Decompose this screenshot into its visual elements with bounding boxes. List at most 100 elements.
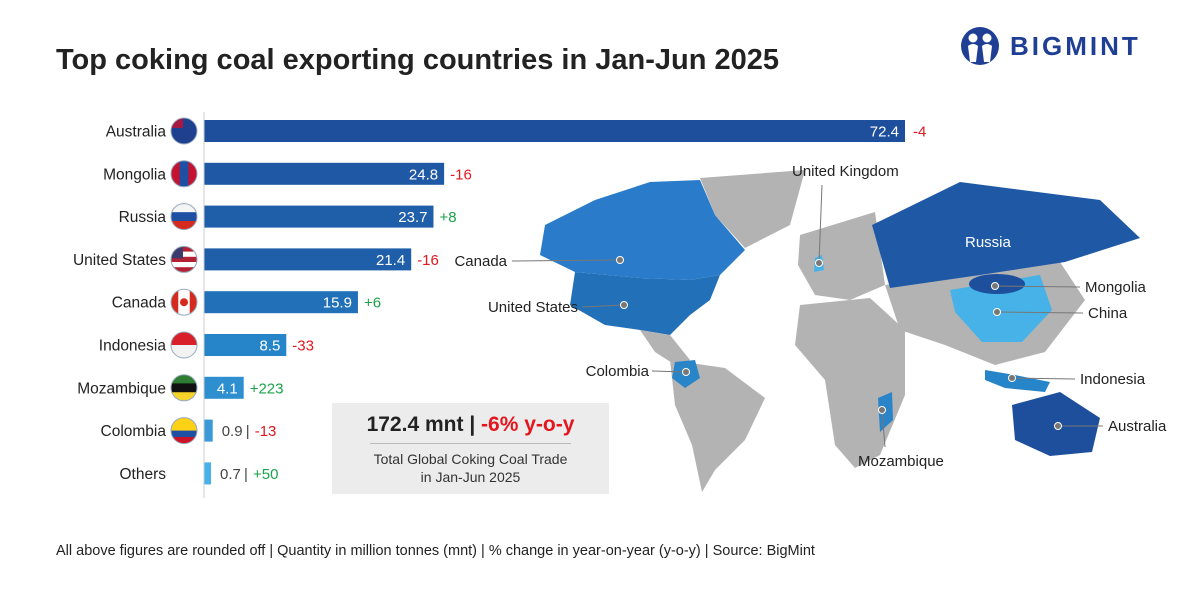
category-label: United States bbox=[73, 252, 166, 269]
change-label: -33 bbox=[292, 338, 314, 355]
flag-icon bbox=[171, 332, 197, 358]
value-label: 72.4 bbox=[870, 124, 899, 141]
category-label: Canada bbox=[112, 295, 167, 312]
map-greenland bbox=[700, 170, 805, 248]
flag-icon bbox=[171, 374, 197, 401]
bar-colombia bbox=[204, 419, 213, 442]
value-label: 21.4 bbox=[376, 252, 405, 269]
bar-others bbox=[204, 462, 211, 485]
map-label-colombia: Colombia bbox=[586, 363, 650, 380]
bar-group: Australia 72.4 -4 Mongolia 24.8 -16 Russia 23.7… bbox=[73, 117, 926, 485]
flag-icon bbox=[171, 417, 197, 444]
bigmint-logo: BIGMINT bbox=[960, 26, 1141, 66]
leader-line bbox=[651, 370, 687, 373]
bar-mongolia bbox=[204, 162, 445, 185]
summary-headline: 172.4 mnt | -6% y-o-y bbox=[332, 413, 609, 437]
flag-icon bbox=[171, 203, 197, 230]
leader-line bbox=[818, 184, 823, 264]
summary-box: 172.4 mnt | -6% y-o-y Total Global Cokin… bbox=[332, 403, 609, 494]
map-central-america bbox=[640, 330, 690, 368]
value-label: 15.9 bbox=[323, 295, 352, 312]
category-label: Mongolia bbox=[103, 166, 166, 183]
map-labels: United Kingdom Canada United States Colombi… bbox=[454, 163, 1167, 470]
footer-note: All above figures are rounded off | Quan… bbox=[56, 543, 815, 559]
location-dot bbox=[1054, 422, 1062, 430]
change-label: +223 bbox=[250, 380, 284, 397]
location-dot bbox=[993, 308, 1001, 316]
map-canada bbox=[540, 180, 745, 280]
world-map bbox=[540, 170, 1140, 492]
location-dot bbox=[1008, 374, 1016, 382]
change-label: +50 bbox=[253, 466, 278, 483]
bar-mozambique bbox=[204, 376, 244, 399]
value-label: 0.9 bbox=[222, 423, 243, 440]
map-label-russia: Russia bbox=[965, 234, 1012, 251]
bigmint-logo-icon bbox=[961, 27, 999, 65]
leader-line bbox=[581, 304, 625, 308]
map-africa bbox=[795, 298, 905, 468]
summary-line1: Total Global Coking Coal Trade bbox=[373, 451, 568, 467]
map-mozambique bbox=[878, 392, 893, 432]
category-label: Colombia bbox=[101, 423, 167, 440]
leader-line bbox=[994, 285, 1081, 288]
change-label: +6 bbox=[364, 295, 381, 312]
location-dot bbox=[620, 301, 628, 309]
page-title: Top coking coal exporting countries in J… bbox=[56, 44, 779, 76]
category-label: Russia bbox=[119, 209, 167, 226]
map-label-china: China bbox=[1088, 305, 1128, 322]
flag-icon bbox=[171, 289, 197, 316]
change-label: -16 bbox=[450, 166, 472, 183]
category-label: Australia bbox=[106, 124, 167, 141]
separator: | bbox=[244, 466, 248, 483]
value-label: 23.7 bbox=[398, 209, 427, 226]
category-label: Indonesia bbox=[99, 338, 167, 355]
location-dot bbox=[878, 406, 886, 414]
change-label: -16 bbox=[417, 252, 439, 269]
flag-icon bbox=[171, 160, 197, 187]
map-label-indonesia: Indonesia bbox=[1080, 371, 1146, 388]
map-label-mozambique: Mozambique bbox=[858, 453, 944, 470]
change-label: -4 bbox=[913, 124, 926, 141]
map-label-australia: Australia bbox=[1108, 418, 1167, 435]
change-label: +8 bbox=[439, 209, 456, 226]
logo-text: BIGMINT bbox=[1010, 30, 1141, 61]
location-dot bbox=[991, 282, 999, 290]
divider bbox=[370, 443, 571, 444]
leader-line bbox=[511, 259, 621, 262]
map-indonesia bbox=[985, 370, 1050, 392]
value-label: 4.1 bbox=[217, 380, 238, 397]
leader-line bbox=[881, 409, 886, 448]
map-europe bbox=[798, 212, 885, 300]
flag-icon bbox=[171, 118, 197, 144]
map-russia bbox=[872, 182, 1140, 288]
summary-line2: in Jan-Jun 2025 bbox=[420, 469, 521, 485]
bar-australia bbox=[204, 120, 905, 142]
value-label: 24.8 bbox=[409, 166, 438, 183]
map-label-mongolia: Mongolia bbox=[1085, 279, 1147, 296]
map-label-canada: Canada bbox=[454, 253, 507, 270]
category-label: Others bbox=[119, 466, 166, 483]
value-label: 8.5 bbox=[259, 338, 280, 355]
location-dot bbox=[815, 259, 823, 267]
summary-change: -6% y-o-y bbox=[481, 413, 575, 436]
map-label-united-states: United States bbox=[488, 299, 578, 316]
summary-separator: | bbox=[469, 413, 476, 436]
bar-russia bbox=[204, 205, 434, 228]
change-label: -13 bbox=[255, 423, 277, 440]
summary-total: 172.4 mnt bbox=[366, 413, 464, 436]
category-label: Mozambique bbox=[77, 380, 166, 397]
bar-indonesia bbox=[204, 334, 287, 356]
location-dot bbox=[682, 368, 690, 376]
location-dot bbox=[616, 256, 624, 264]
map-china bbox=[950, 275, 1052, 342]
map-label-united-kingdom: United Kingdom bbox=[792, 163, 899, 180]
leader-line bbox=[996, 311, 1084, 314]
map-south-america bbox=[670, 360, 765, 492]
bar-united-states bbox=[204, 248, 412, 271]
leader-line bbox=[1011, 377, 1076, 380]
separator: | bbox=[246, 423, 250, 440]
value-label: 0.7 bbox=[220, 466, 241, 483]
map-united-states bbox=[570, 272, 720, 335]
bar-canada bbox=[204, 291, 358, 314]
